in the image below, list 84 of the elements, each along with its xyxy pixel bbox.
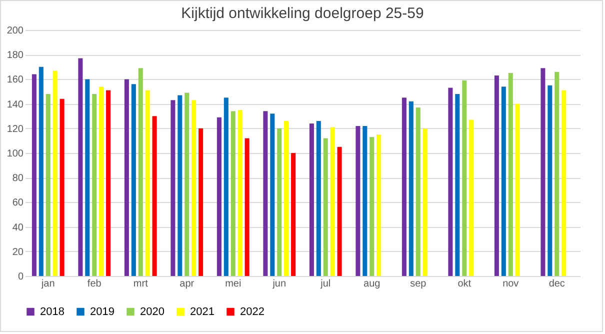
legend-label: 2019 [90, 306, 114, 318]
bar [244, 138, 250, 276]
bar [78, 58, 83, 276]
bar [416, 107, 420, 276]
bar [92, 94, 97, 276]
bar [540, 68, 546, 276]
bar [230, 111, 236, 276]
bar [356, 126, 360, 276]
bar [224, 98, 228, 276]
x-tick-label: apr [180, 278, 195, 290]
bar [515, 104, 520, 276]
legend-label: 2021 [190, 306, 214, 318]
bar [501, 86, 506, 276]
x-tick-label: aug [364, 278, 380, 290]
bar [316, 121, 321, 276]
bar [277, 128, 282, 276]
bar [145, 90, 150, 276]
bar [462, 80, 467, 276]
y-tick-label: 100 [6, 148, 24, 160]
bar [408, 101, 414, 276]
y-tick-label: 60 [12, 198, 24, 209]
bar [362, 126, 368, 276]
x-tick-label: mei [225, 278, 242, 290]
bar [376, 134, 382, 276]
bar [562, 90, 566, 276]
bar [455, 94, 460, 276]
y-tick-label: 80 [12, 173, 24, 184]
bar [138, 68, 143, 276]
bar [38, 66, 44, 276]
bar [270, 114, 275, 276]
y-tick-label: 120 [6, 124, 24, 135]
bar [131, 84, 136, 276]
bar [284, 121, 289, 276]
bar [330, 127, 335, 276]
x-tick-label: nov [502, 278, 519, 290]
bar [170, 100, 176, 276]
bar [60, 98, 64, 276]
x-tick-label: jul [320, 278, 331, 290]
bar [99, 86, 104, 276]
x-tick-label: sep [410, 278, 427, 290]
bar [337, 146, 342, 276]
bar [448, 88, 453, 276]
y-tick-label: 160 [6, 74, 24, 86]
legend-label: 2022 [240, 306, 264, 318]
bar [178, 95, 182, 276]
bar [309, 123, 314, 276]
bar [323, 138, 328, 276]
bar [291, 153, 296, 276]
x-tick-label: jun [272, 278, 286, 290]
bar [152, 116, 157, 276]
bar [85, 79, 90, 276]
y-tick-label: 200 [6, 26, 24, 36]
bar [508, 73, 513, 276]
bar [469, 120, 474, 276]
bar [494, 76, 499, 276]
y-tick-label: 140 [6, 99, 24, 110]
y-tick-label: 40 [12, 222, 24, 234]
x-tick-label: mrt [133, 278, 148, 290]
legend-label: 2018 [40, 306, 64, 318]
bar [32, 74, 36, 276]
bar [263, 111, 268, 276]
x-tick-label: feb [87, 278, 102, 290]
bar [402, 98, 406, 276]
bar [238, 110, 242, 276]
bar [216, 117, 222, 276]
x-tick-label: dec [548, 278, 565, 290]
y-tick-label: 20 [12, 246, 24, 258]
bar [198, 128, 204, 276]
bar [548, 85, 552, 276]
bar [124, 79, 129, 276]
bar [422, 128, 428, 276]
legend-label: 2020 [140, 306, 164, 318]
bar [554, 72, 560, 276]
bar [192, 100, 196, 276]
x-tick-label: jan [40, 278, 55, 290]
y-tick-label: 0 [18, 272, 24, 282]
bar [106, 90, 111, 276]
bar [46, 94, 50, 276]
bar [52, 70, 58, 276]
x-tick-label: okt [458, 278, 472, 290]
bar [370, 137, 374, 276]
bar [184, 92, 190, 276]
chart-title: Kijktijd ontwikkeling doelgroep 25-59 [181, 5, 424, 22]
y-tick-label: 180 [6, 50, 24, 62]
